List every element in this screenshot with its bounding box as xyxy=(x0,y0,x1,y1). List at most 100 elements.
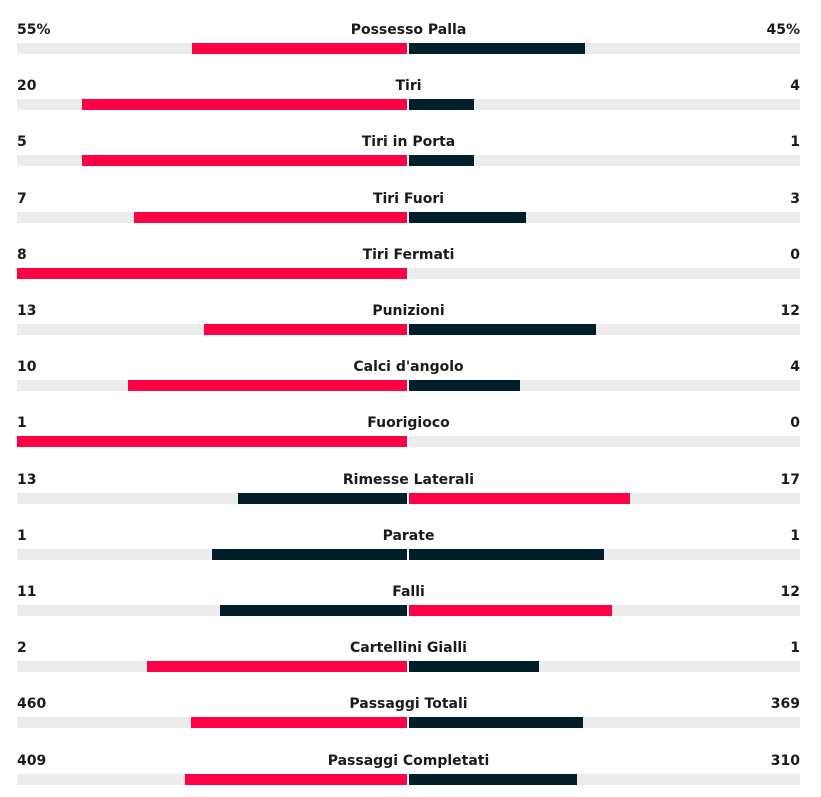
away-bar xyxy=(409,155,474,166)
stat-name: Parate xyxy=(382,528,435,544)
home-value: 1 xyxy=(17,415,27,431)
center-divider xyxy=(407,324,409,335)
comparison-bar-track xyxy=(17,549,800,560)
stat-row: 13 Punizioni 12 xyxy=(17,301,800,341)
stat-row: 409 Passaggi Completati 310 xyxy=(17,751,800,791)
center-divider xyxy=(407,99,409,110)
home-value: 1 xyxy=(17,528,27,544)
home-bar xyxy=(82,155,407,166)
away-value: 0 xyxy=(790,247,800,263)
center-divider xyxy=(407,155,409,166)
away-bar xyxy=(409,605,612,616)
stat-label-line: 460 Passaggi Totali 369 xyxy=(17,694,800,714)
away-value: 1 xyxy=(790,640,800,656)
home-value: 20 xyxy=(17,78,37,94)
comparison-bar-track xyxy=(17,717,800,728)
away-value: 17 xyxy=(780,472,800,488)
comparison-bar-track xyxy=(17,605,800,616)
stat-name: Tiri Fermati xyxy=(362,247,455,263)
center-divider xyxy=(407,212,409,223)
stat-row: 7 Tiri Fuori 3 xyxy=(17,189,800,229)
away-value: 12 xyxy=(780,303,800,319)
away-bar xyxy=(409,43,585,54)
stat-name: Possesso Palla xyxy=(350,22,467,38)
away-value: 0 xyxy=(790,415,800,431)
home-bar xyxy=(17,268,407,279)
stat-name: Passaggi Completati xyxy=(327,753,490,769)
away-value: 3 xyxy=(790,191,800,207)
stat-label-line: 2 Cartellini Gialli 1 xyxy=(17,638,800,658)
stat-name: Tiri xyxy=(395,78,422,94)
away-bar xyxy=(409,549,604,560)
home-bar xyxy=(185,774,407,785)
away-value: 1 xyxy=(790,134,800,150)
home-value: 5 xyxy=(17,134,27,150)
stat-row: 2 Cartellini Gialli 1 xyxy=(17,638,800,678)
home-value: 11 xyxy=(17,584,37,600)
home-bar xyxy=(82,99,407,110)
home-value: 8 xyxy=(17,247,27,263)
comparison-bar-track xyxy=(17,212,800,223)
stat-name: Fuorigioco xyxy=(367,415,450,431)
home-value: 13 xyxy=(17,472,37,488)
stat-row: 10 Calci d'angolo 4 xyxy=(17,357,800,397)
comparison-bar-track xyxy=(17,380,800,391)
stat-label-line: 8 Tiri Fermati 0 xyxy=(17,245,800,265)
stat-label-line: 1 Fuorigioco 0 xyxy=(17,413,800,433)
stat-row: 20 Tiri 4 xyxy=(17,76,800,116)
comparison-bar-track xyxy=(17,324,800,335)
home-value: 409 xyxy=(17,753,47,769)
stat-name: Falli xyxy=(392,584,425,600)
away-value: 310 xyxy=(770,753,800,769)
away-value: 369 xyxy=(770,696,800,712)
stat-label-line: 13 Rimesse Laterali 17 xyxy=(17,470,800,490)
home-bar xyxy=(212,549,407,560)
away-value: 45% xyxy=(766,22,800,38)
home-bar xyxy=(128,380,407,391)
center-divider xyxy=(407,436,409,447)
comparison-bar-track xyxy=(17,661,800,672)
away-value: 12 xyxy=(780,584,800,600)
center-divider xyxy=(407,774,409,785)
stat-label-line: 20 Tiri 4 xyxy=(17,76,800,96)
stat-label-line: 1 Parate 1 xyxy=(17,526,800,546)
home-value: 13 xyxy=(17,303,37,319)
center-divider xyxy=(407,493,409,504)
comparison-bar-track xyxy=(17,43,800,54)
away-value: 1 xyxy=(790,528,800,544)
stat-name: Cartellini Gialli xyxy=(350,640,467,656)
stat-label-line: 13 Punizioni 12 xyxy=(17,301,800,321)
home-bar xyxy=(204,324,407,335)
stat-row: 1 Fuorigioco 0 xyxy=(17,413,800,453)
home-value: 55% xyxy=(17,22,51,38)
away-bar xyxy=(409,717,583,728)
comparison-bar-track xyxy=(17,436,800,447)
home-bar xyxy=(17,436,407,447)
center-divider xyxy=(407,380,409,391)
away-bar xyxy=(409,774,577,785)
away-bar xyxy=(409,212,526,223)
stat-label-line: 10 Calci d'angolo 4 xyxy=(17,357,800,377)
stat-name: Rimesse Laterali xyxy=(342,472,475,488)
center-divider xyxy=(407,43,409,54)
away-bar xyxy=(409,99,474,110)
away-value: 4 xyxy=(790,78,800,94)
stat-label-line: 409 Passaggi Completati 310 xyxy=(17,751,800,771)
stat-name: Punizioni xyxy=(372,303,445,319)
center-divider xyxy=(407,661,409,672)
away-bar xyxy=(409,324,596,335)
stat-row: 13 Rimesse Laterali 17 xyxy=(17,470,800,510)
center-divider xyxy=(407,549,409,560)
home-bar xyxy=(220,605,407,616)
home-bar xyxy=(191,717,407,728)
stat-row: 55% Possesso Palla 45% xyxy=(17,20,800,60)
stat-label-line: 5 Tiri in Porta 1 xyxy=(17,132,800,152)
stat-row: 460 Passaggi Totali 369 xyxy=(17,694,800,734)
away-bar xyxy=(409,661,539,672)
home-value: 2 xyxy=(17,640,27,656)
stat-name: Tiri Fuori xyxy=(372,191,445,207)
stat-row: 8 Tiri Fermati 0 xyxy=(17,245,800,285)
home-bar xyxy=(134,212,407,223)
home-bar xyxy=(238,493,407,504)
